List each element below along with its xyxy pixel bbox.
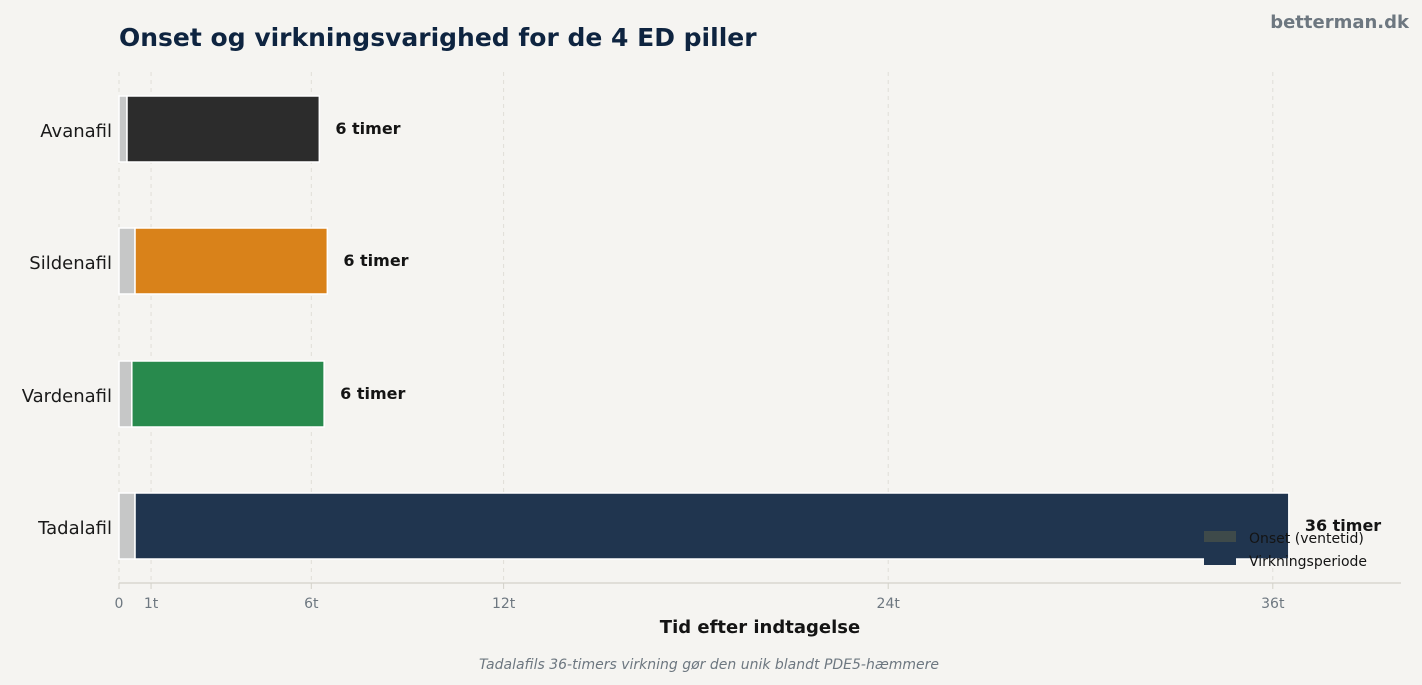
legend-label-1: Virkningsperiode bbox=[1249, 554, 1367, 570]
category-label-sildenafil: Sildenafil bbox=[29, 253, 112, 274]
legend-swatch-1 bbox=[1204, 554, 1236, 565]
duration-bar-vardenafil bbox=[131, 360, 325, 428]
onset-bar-vardenafil bbox=[118, 360, 133, 428]
bars: 6 timer 6 timer 6 timer 36 timer bbox=[118, 95, 1381, 560]
data-label-tadalafil: 36 timer bbox=[1305, 516, 1381, 535]
brand-logo-text: betterman.dk bbox=[1270, 12, 1410, 33]
legend: Onset (ventetid) Virkningsperiode bbox=[1204, 531, 1367, 570]
duration-bar-tadalafil bbox=[134, 492, 1290, 560]
onset-bar-sildenafil bbox=[118, 227, 136, 295]
x-axis: 0 1t 6t 12t 24t 36t bbox=[115, 582, 1401, 612]
x-axis-title: Tid efter indtagelse bbox=[660, 617, 860, 638]
x-tick-label-5: 36t bbox=[1261, 596, 1285, 612]
category-label-vardenafil: Vardenafil bbox=[22, 386, 112, 407]
data-label-vardenafil: 6 timer bbox=[340, 384, 405, 403]
x-tick-label-1: 1t bbox=[144, 596, 159, 612]
x-tick-label-2: 6t bbox=[304, 596, 319, 612]
data-label-avanafil: 6 timer bbox=[335, 119, 400, 138]
chart-title: Onset og virkningsvarighed for de 4 ED p… bbox=[119, 23, 757, 52]
legend-swatch-0 bbox=[1204, 531, 1236, 542]
data-label-sildenafil: 6 timer bbox=[343, 251, 408, 270]
onset-bar-avanafil bbox=[118, 95, 128, 163]
category-label-tadalafil: Tadalafil bbox=[37, 518, 112, 539]
chart-caption: Tadalafils 36-timers virkning gør den un… bbox=[479, 657, 939, 673]
duration-bar-avanafil bbox=[126, 95, 321, 163]
category-labels: Avanafil Sildenafil Vardenafil Tadalafil bbox=[22, 121, 112, 539]
duration-bar-sildenafil bbox=[134, 227, 329, 295]
x-tick-label-4: 24t bbox=[877, 596, 901, 612]
legend-label-0: Onset (ventetid) bbox=[1249, 531, 1364, 547]
x-tick-label-3: 12t bbox=[492, 596, 516, 612]
onset-bar-tadalafil bbox=[118, 492, 136, 560]
x-tick-label-0: 0 bbox=[115, 596, 124, 612]
category-label-avanafil: Avanafil bbox=[40, 121, 112, 142]
